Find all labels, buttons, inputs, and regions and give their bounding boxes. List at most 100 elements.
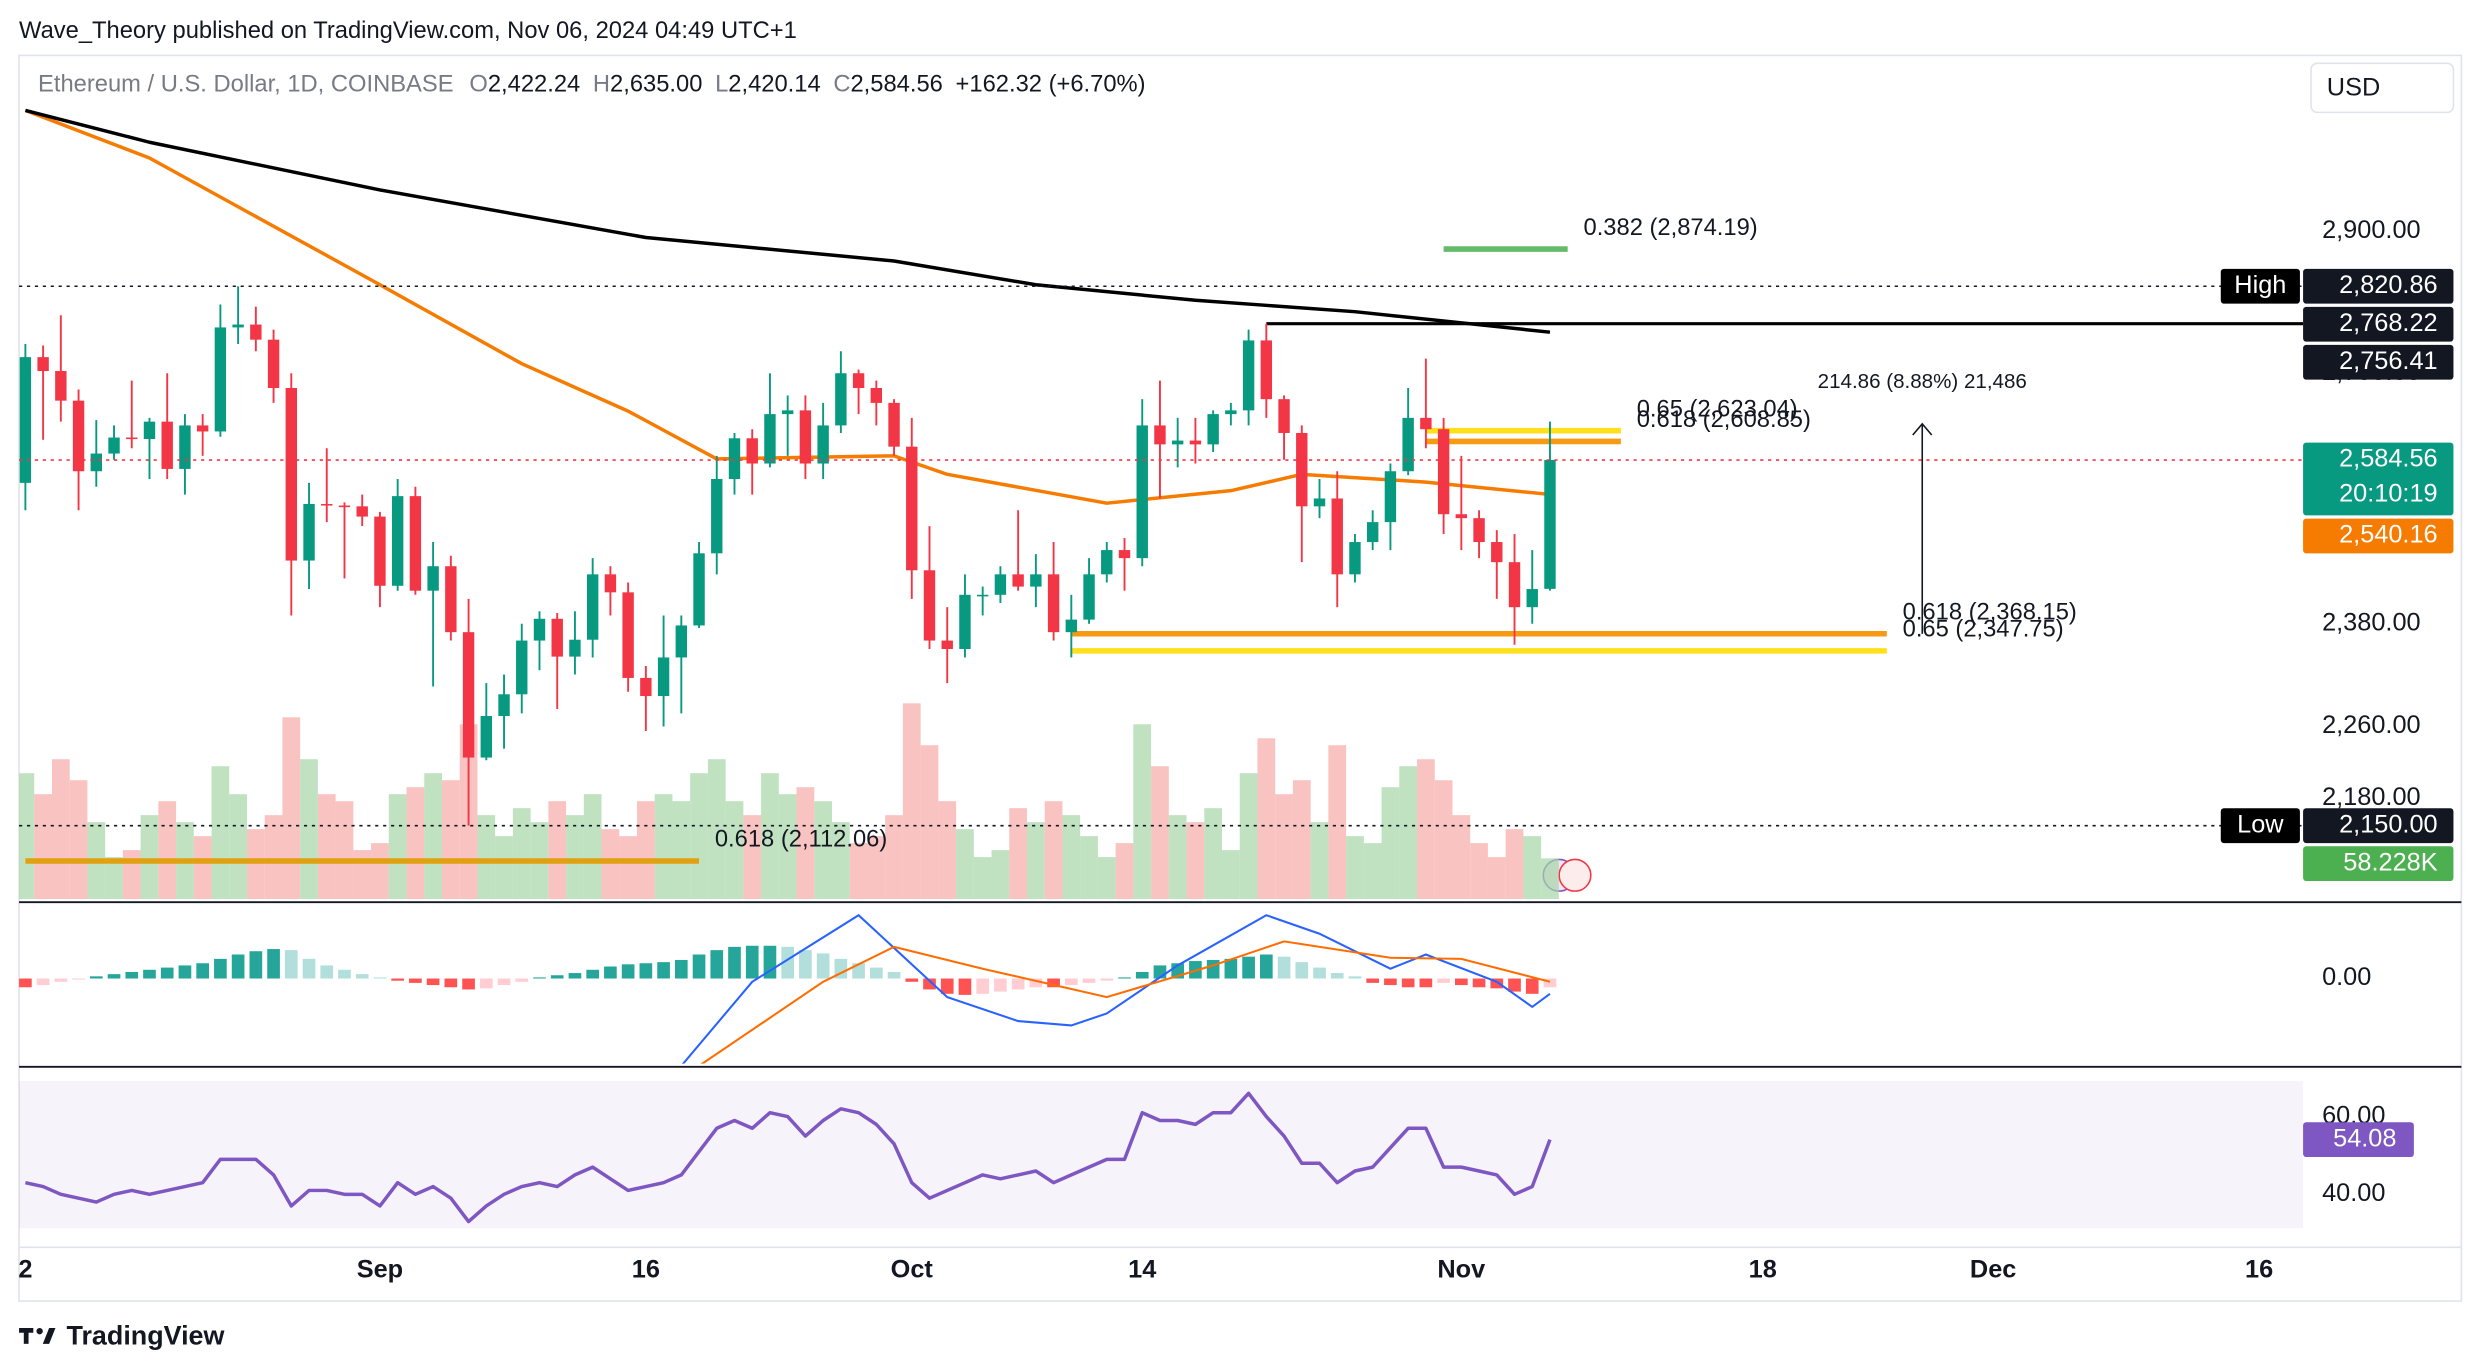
macd-histogram-bar [462, 978, 475, 990]
candle-body [391, 496, 404, 586]
ohlc-value: 2,584.56 [850, 72, 942, 98]
macd-histogram-bar [852, 963, 865, 979]
volume-bar [1115, 843, 1134, 900]
candle-body [640, 677, 652, 697]
volume-bar [1381, 787, 1400, 900]
macd-histogram-bar [214, 958, 227, 979]
price-pill-label: 2,584.56 [2339, 445, 2438, 473]
candle-body [976, 594, 989, 597]
candle-body [906, 446, 918, 571]
candle-body [1171, 440, 1184, 445]
currency[interactable]: USD [2327, 73, 2380, 101]
fib-label: 0.618 (2,112.06) [715, 827, 887, 853]
logo-part [42, 1327, 56, 1344]
macd-histogram-bar [550, 975, 564, 979]
macd-histogram-bar [923, 978, 936, 990]
ohlc-key: C [833, 72, 850, 98]
macd-histogram-bar [1224, 958, 1238, 979]
candle-body [888, 402, 900, 447]
volume-bar [1541, 858, 1559, 900]
x-tick-label: 14 [1128, 1256, 1156, 1284]
volume-bar [1133, 724, 1152, 900]
candle-body [462, 632, 475, 758]
candle-body [569, 639, 581, 657]
candle-body [781, 410, 794, 415]
macd-histogram-bar [1064, 978, 1078, 986]
candle-body [941, 640, 953, 649]
candle-body [1154, 425, 1166, 445]
candle-body [126, 437, 138, 440]
price-pill-label: 2,150.00 [2339, 810, 2438, 838]
volume-bar [211, 766, 230, 900]
macd-histogram-bar [355, 974, 369, 979]
macd-histogram-bar [1029, 978, 1043, 988]
macd-histogram-bar [1242, 956, 1255, 979]
currency-button[interactable] [2310, 62, 2455, 114]
candle-body [1242, 340, 1255, 411]
volume-bar [1222, 850, 1240, 900]
volume-bar [335, 801, 354, 900]
rsi-pill [2303, 1122, 2414, 1158]
macd-histogram-bar [497, 978, 511, 986]
volume-bar [34, 794, 52, 900]
price-pill [2303, 306, 2454, 342]
volume-bar [51, 759, 70, 900]
volume-bar [796, 787, 815, 900]
candle-body [232, 324, 244, 328]
volume-bar [1062, 815, 1081, 900]
candle-body [321, 503, 333, 506]
volume-bar [601, 829, 620, 900]
macd-histogram-bar [178, 965, 192, 979]
macd-histogram-bar [1437, 978, 1450, 983]
macd-histogram-bar [568, 973, 582, 979]
candle-body [994, 574, 1007, 595]
candle-body [1118, 550, 1131, 559]
macd-histogram-bar [1472, 978, 1486, 988]
volume-bar [424, 773, 442, 900]
pill-tag-box [2220, 268, 2300, 304]
y-tick-label: 40.00 [2322, 1179, 2385, 1207]
volume-bar [69, 780, 88, 900]
macd-histogram-bar [1011, 978, 1025, 990]
volume-bar [743, 815, 762, 900]
candle-body [55, 371, 67, 401]
volume-bar [1346, 836, 1364, 900]
measure-label: 214.86 (8.88%) 21,486 [1818, 370, 2027, 393]
volume-bar [122, 850, 141, 900]
volume-bar [1292, 780, 1311, 900]
logo-part [23, 1327, 29, 1344]
candle-body [37, 357, 49, 372]
candle-body [1349, 542, 1361, 575]
candle-body [1260, 340, 1273, 400]
volume-bar [956, 829, 974, 900]
volume-bar [1257, 738, 1276, 900]
volume-bar [1151, 766, 1169, 900]
candle-body [1278, 399, 1290, 433]
macd-histogram-bar [621, 964, 635, 979]
ohlc-value: 2,635.00 [610, 72, 702, 98]
candle-body [764, 414, 776, 464]
volume-bar [388, 794, 407, 900]
volume-bar [1186, 822, 1205, 900]
volume-bar [548, 801, 567, 900]
candle-body [1455, 514, 1468, 519]
price-pill-label: 2,820.86 [2339, 271, 2438, 299]
macd-histogram-bar [89, 976, 103, 979]
icon [1558, 858, 1592, 892]
volume-bar [158, 801, 177, 900]
macd-histogram-bar [763, 945, 777, 979]
macd-histogram-bar [976, 978, 990, 994]
ohlc-value: 2,422.24 [488, 72, 580, 98]
macd-histogram-bar [1508, 978, 1521, 992]
ohlc-key: L [715, 72, 728, 98]
candle-body [1544, 460, 1556, 589]
macd-histogram-bar [426, 978, 440, 986]
candle-body [1030, 574, 1042, 587]
candle-body [374, 516, 386, 586]
pill-tag: High [2234, 271, 2286, 299]
volume-bar [1399, 766, 1418, 900]
candle-body [1366, 522, 1379, 543]
price-pill [2303, 344, 2454, 380]
